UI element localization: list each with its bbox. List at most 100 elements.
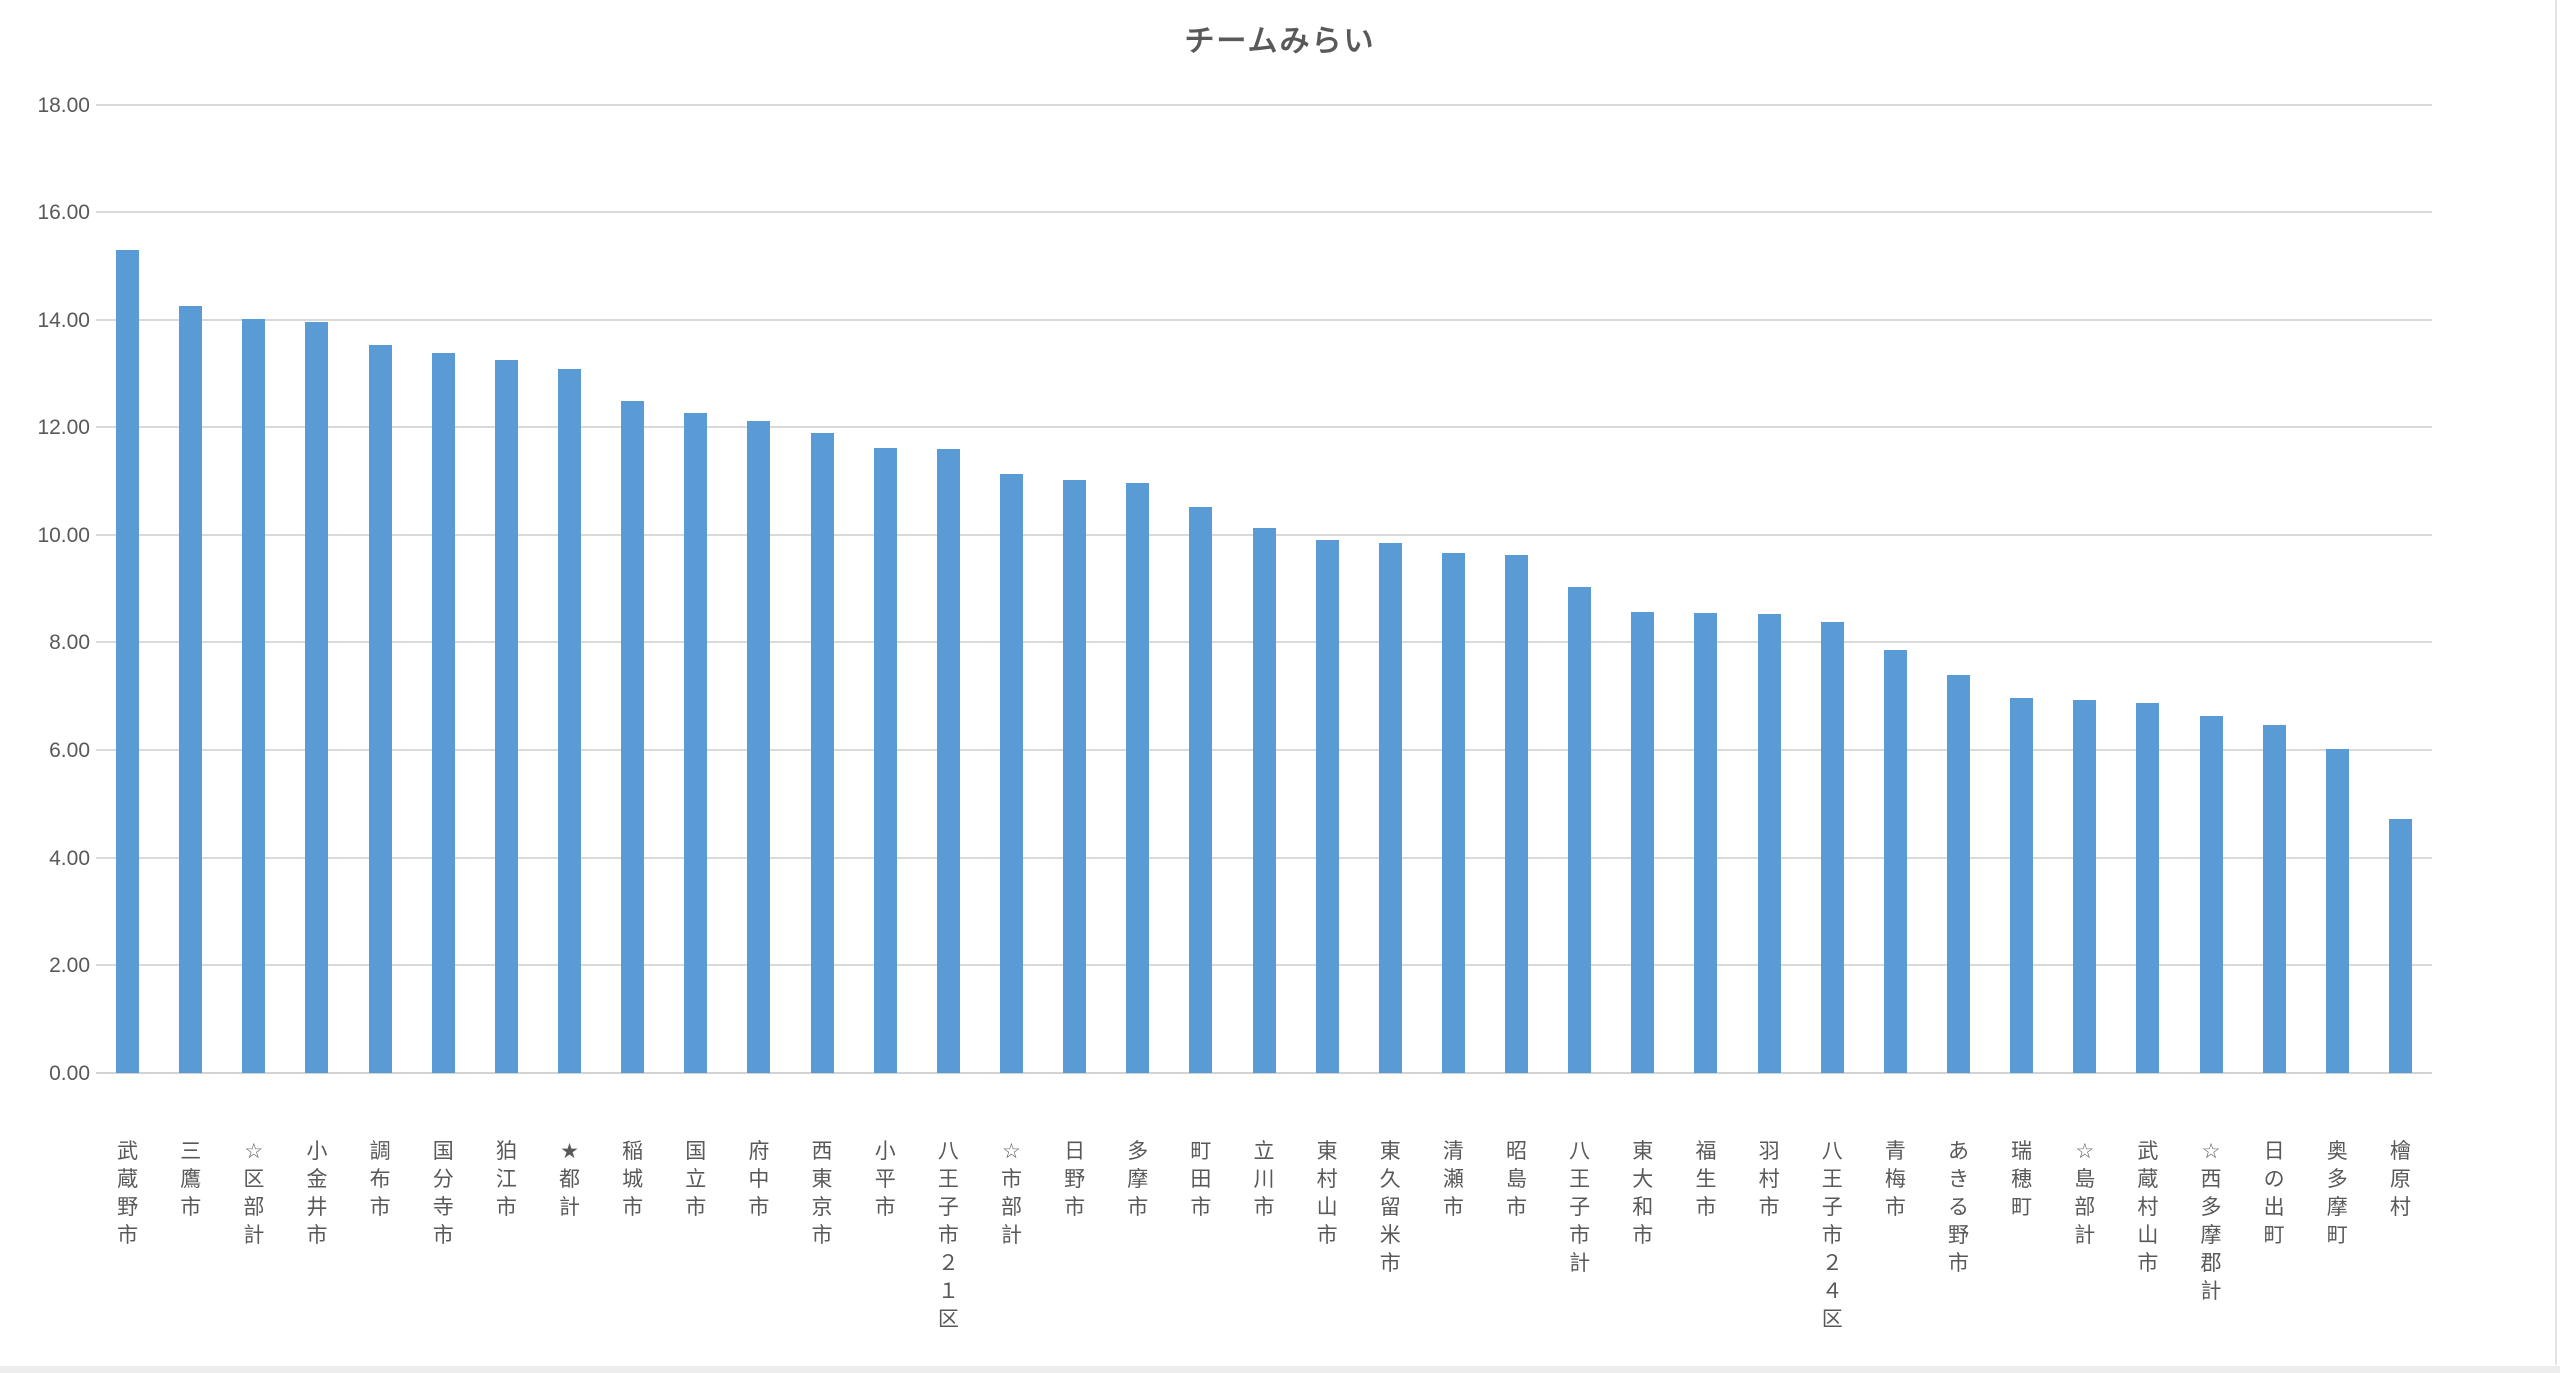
x-axis-category-label: 三鷹市 bbox=[175, 1138, 207, 1222]
bar bbox=[1820, 621, 1844, 1073]
x-axis-category-char: 国 bbox=[432, 1140, 454, 1163]
x-axis-category-char: 計 bbox=[559, 1196, 580, 1219]
x-axis-category-char: 町 bbox=[2263, 1224, 2285, 1247]
x-axis-category-label: 清瀬市 bbox=[1437, 1138, 1469, 1222]
bar bbox=[494, 359, 518, 1073]
bar bbox=[1631, 611, 1655, 1073]
x-axis-category-char: 田 bbox=[1190, 1168, 1212, 1191]
y-axis-tick-label: 6.00 bbox=[49, 738, 90, 762]
x-axis-category-char: 調 bbox=[369, 1140, 391, 1163]
x-axis-category-char: 市 bbox=[1632, 1224, 1654, 1247]
x-axis-category-char: 市 bbox=[432, 1224, 454, 1247]
x-axis-category-char: 多 bbox=[2326, 1168, 2348, 1191]
x-axis-category-char: あ bbox=[1947, 1140, 1969, 1163]
x-axis-category-char: 立 bbox=[1253, 1140, 1275, 1163]
bar bbox=[1505, 555, 1529, 1073]
x-axis-category-char: 福 bbox=[1695, 1140, 1717, 1163]
x-axis-category-label: 武蔵野市 bbox=[112, 1138, 144, 1250]
x-axis-category-char: 金 bbox=[306, 1168, 328, 1191]
x-axis-category-char: 日 bbox=[1064, 1140, 1086, 1163]
x-axis-category-char: 山 bbox=[1316, 1196, 1338, 1219]
x-axis-category-char: 市 bbox=[748, 1196, 770, 1219]
x-axis-category-char: ４ bbox=[1821, 1280, 1843, 1303]
bar bbox=[2262, 724, 2286, 1073]
x-axis-category-char: 市 bbox=[937, 1224, 959, 1247]
x-axis-category-label: 東大和市 bbox=[1627, 1138, 1659, 1250]
x-axis-category-char: 村 bbox=[2137, 1196, 2159, 1219]
window-edge-right bbox=[2555, 0, 2557, 1365]
x-axis-category-char: 梅 bbox=[1884, 1168, 1906, 1191]
x-axis-category-char: 米 bbox=[1379, 1224, 1401, 1247]
bar bbox=[242, 319, 266, 1073]
x-axis-category-label: 武蔵村山市 bbox=[2132, 1138, 2164, 1278]
x-axis-category-char: 市 bbox=[117, 1224, 139, 1247]
x-axis-category-label: 日野市 bbox=[1059, 1138, 1091, 1222]
x-axis-category-label: 多摩市 bbox=[1122, 1138, 1154, 1222]
x-axis-category-char: 子 bbox=[937, 1196, 959, 1219]
bar bbox=[1126, 483, 1150, 1073]
x-axis-category-char: 部 bbox=[243, 1196, 265, 1219]
x-axis-category-label: 小平市 bbox=[869, 1138, 901, 1222]
x-axis-category-char: 王 bbox=[1569, 1168, 1591, 1191]
x-axis-category-label: 八王子市 ２ ４ 区 bbox=[1816, 1138, 1848, 1334]
x-axis-category-char: 計 bbox=[1000, 1224, 1022, 1247]
x-axis-category-char: 子 bbox=[1569, 1196, 1591, 1219]
x-axis-category-char: 日 bbox=[2263, 1140, 2285, 1163]
x-axis-category-label: ☆ 区部計 bbox=[238, 1138, 270, 1250]
x-axis-category-char: 武 bbox=[117, 1140, 139, 1163]
x-axis-category-label: あきる野市 bbox=[1942, 1138, 1974, 1278]
bar bbox=[1946, 675, 1970, 1073]
x-axis-category-char: ☆ bbox=[2075, 1140, 2095, 1163]
x-axis-category-char: 城 bbox=[622, 1168, 644, 1191]
x-axis-category-char: 蔵 bbox=[2137, 1168, 2159, 1191]
y-axis-tick-label: 14.00 bbox=[37, 308, 90, 332]
bar bbox=[1189, 507, 1213, 1073]
x-axis-category-char: 市 bbox=[1253, 1196, 1275, 1219]
bar bbox=[116, 250, 140, 1073]
bar bbox=[810, 432, 834, 1073]
x-axis-category-char: 稲 bbox=[622, 1140, 644, 1163]
bar bbox=[1757, 613, 1781, 1073]
x-axis-category-char: 野 bbox=[117, 1196, 139, 1219]
x-axis-category-char: 市 bbox=[1379, 1252, 1401, 1275]
x-axis-category-char: 市 bbox=[1695, 1196, 1717, 1219]
x-axis-category-char: 市 bbox=[369, 1196, 391, 1219]
y-axis-tick-label: 10.00 bbox=[37, 523, 90, 547]
x-axis-category-char: 市 bbox=[1064, 1196, 1086, 1219]
x-axis-category-label: 東久留米市 bbox=[1374, 1138, 1406, 1278]
x-axis-category-char: 井 bbox=[306, 1196, 328, 1219]
x-axis-category-char: 久 bbox=[1379, 1168, 1401, 1191]
x-axis-category-label: 八王子市計 bbox=[1564, 1138, 1596, 1278]
x-axis-category-char: 市 bbox=[1506, 1196, 1528, 1219]
x-axis-category-label: 調布市 bbox=[364, 1138, 396, 1222]
x-axis-category-char: 市 bbox=[1190, 1196, 1212, 1219]
x-axis-category-char: 市 bbox=[622, 1196, 644, 1219]
x-axis-category-char: 出 bbox=[2263, 1196, 2285, 1219]
bar bbox=[2136, 703, 2160, 1073]
x-axis-category-char: 多 bbox=[1127, 1140, 1149, 1163]
x-axis-category-label: 奥多摩町 bbox=[2321, 1138, 2353, 1250]
gridline bbox=[96, 318, 2432, 321]
x-axis-category-char: 小 bbox=[306, 1140, 328, 1163]
x-axis-category-label: 羽村市 bbox=[1753, 1138, 1785, 1222]
x-axis-category-label: 昭島市 bbox=[1501, 1138, 1533, 1222]
x-axis-category-char: ☆ bbox=[244, 1140, 264, 1163]
x-axis-category-char: 原 bbox=[2389, 1168, 2411, 1191]
bar bbox=[179, 305, 203, 1073]
x-axis-category-char: 町 bbox=[1190, 1140, 1212, 1163]
window-edge-bottom bbox=[0, 1366, 2560, 1373]
x-axis-category-char: 市 bbox=[1316, 1224, 1338, 1247]
x-axis-category-char: 鷹 bbox=[180, 1168, 202, 1191]
x-axis-category-char: 寺 bbox=[432, 1196, 454, 1219]
x-axis-category-char: 島 bbox=[1506, 1168, 1528, 1191]
x-axis-category-char: 羽 bbox=[1758, 1140, 1780, 1163]
x-axis-category-char: 瀬 bbox=[1442, 1168, 1464, 1191]
bar bbox=[621, 400, 645, 1073]
x-axis-category-char: 大 bbox=[1632, 1168, 1654, 1191]
x-axis-category-char: ☆ bbox=[2201, 1140, 2221, 1163]
x-axis-category-char: 檜 bbox=[2389, 1140, 2411, 1163]
bar bbox=[873, 447, 897, 1073]
x-axis-category-label: 立川市 bbox=[1248, 1138, 1280, 1222]
x-axis-category-char: 川 bbox=[1253, 1168, 1275, 1191]
bar bbox=[747, 421, 771, 1073]
